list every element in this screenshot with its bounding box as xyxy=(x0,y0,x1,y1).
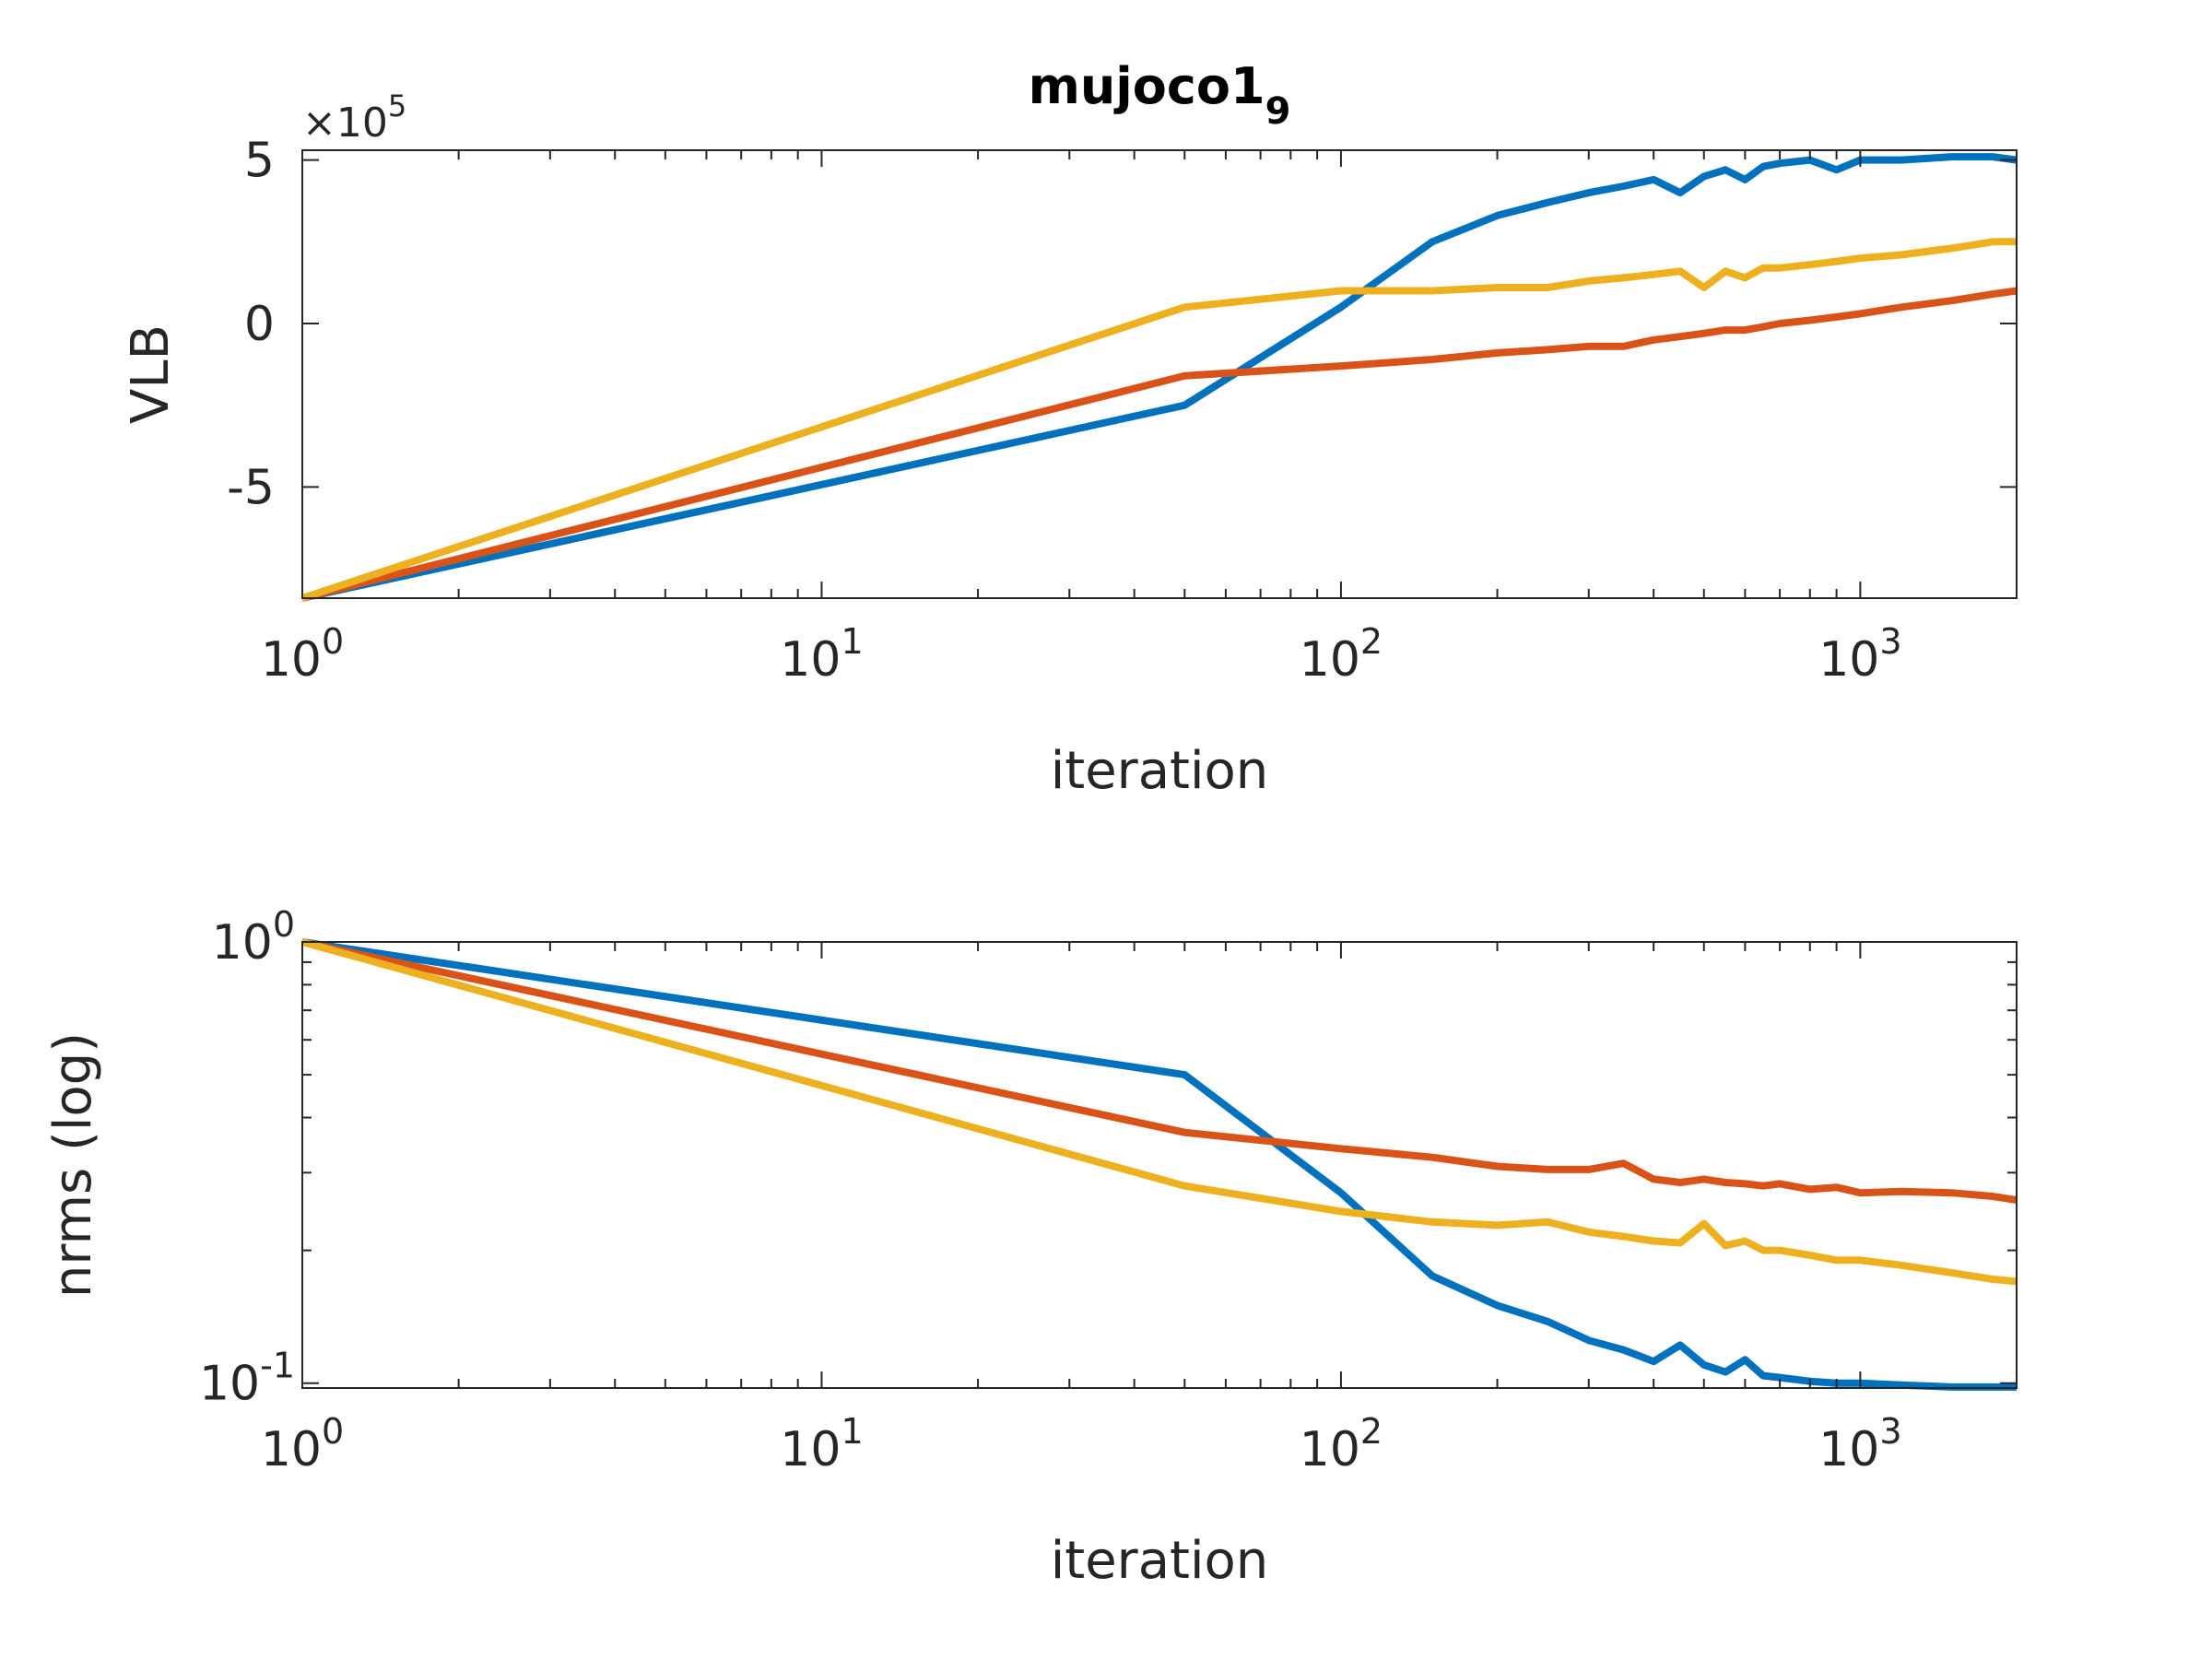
nrms-axes-frame xyxy=(301,941,2018,1389)
vlb-series-group xyxy=(300,153,2018,602)
nrms-series-yellow xyxy=(300,938,2018,1286)
vlb-y-tick-label: 0 xyxy=(244,297,275,352)
vlb-y-tick-label: -5 xyxy=(227,460,275,515)
vlb-series-yellow xyxy=(300,238,2017,602)
nrms-plot-area xyxy=(302,942,2017,1388)
vlb-panel: 100 101 102 103 5 0 -5 ×105 iteration VLB xyxy=(121,88,2018,801)
nrms-x-tick-label: 102 xyxy=(1300,1411,1382,1477)
vlb-x-tick-label: 102 xyxy=(1300,621,1382,688)
vlb-x-axis-label: iteration xyxy=(1051,741,1269,801)
chart-title: mujoco19 xyxy=(1029,57,1291,133)
nrms-x-tick-label: 101 xyxy=(780,1411,863,1477)
vlb-x-tick-label: 101 xyxy=(780,621,863,688)
nrms-y-tick-label: 10-1 xyxy=(199,1346,295,1412)
vlb-ticks-group: 100 101 102 103 5 0 -5 xyxy=(227,134,2018,688)
nrms-series-group xyxy=(300,938,2018,1391)
nrms-series-red xyxy=(301,938,2018,1205)
nrms-y-axis-label: nrms (log) xyxy=(43,1032,103,1298)
vlb-series-blue xyxy=(301,153,2018,602)
nrms-x-tick-label: 100 xyxy=(261,1411,344,1477)
nrms-x-tick-label: 103 xyxy=(1818,1411,1901,1477)
vlb-y-tick-label: 5 xyxy=(244,134,275,189)
vlb-exponent-label: ×105 xyxy=(302,88,406,147)
vlb-y-axis-label: VLB xyxy=(121,324,181,424)
vlb-series-red xyxy=(301,287,2018,602)
nrms-series-blue xyxy=(301,938,2017,1391)
vlb-axes-frame xyxy=(301,149,2018,599)
nrms-x-axis-label: iteration xyxy=(1051,1531,1269,1591)
nrms-y-tick-label: 100 xyxy=(212,904,295,971)
vlb-x-tick-label: 100 xyxy=(261,621,344,688)
vlb-x-tick-label: 103 xyxy=(1818,621,1901,688)
